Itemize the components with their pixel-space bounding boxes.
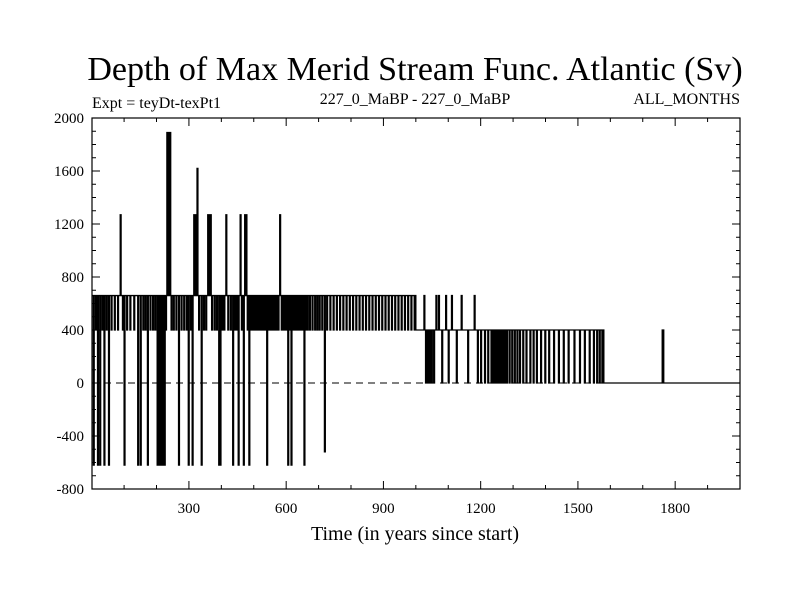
- x-tick-label: 900: [372, 501, 395, 517]
- x-tick-label: 1200: [466, 501, 496, 517]
- x-tick-label: 300: [178, 501, 201, 517]
- x-axis-label: Time (in years since start): [311, 523, 519, 545]
- y-tick-label: 2000: [54, 111, 84, 127]
- y-tick-label: 400: [62, 323, 85, 339]
- y-tick-label: 1600: [54, 164, 84, 180]
- y-tick-label: 800: [62, 270, 85, 286]
- x-tick-label: 1500: [563, 501, 593, 517]
- y-tick-label: 0: [77, 376, 85, 392]
- chart-title: Depth of Max Merid Stream Func. Atlantic…: [87, 51, 742, 88]
- period-label: 227_0_MaBP - 227_0_MaBP: [320, 91, 511, 108]
- y-tick-label: 1200: [54, 217, 84, 233]
- x-tick-label: 600: [275, 501, 298, 517]
- y-tick-label: -400: [57, 429, 85, 445]
- experiment-label: Expt = teyDt-texPt1: [92, 95, 221, 112]
- series-line: [92, 131, 740, 466]
- y-tick-label: -800: [57, 482, 85, 498]
- plot-area: -800 -400 0 400 800 1200 1600 2000 300 600 900 1200…: [54, 111, 741, 517]
- months-label: ALL_MONTHS: [633, 91, 740, 108]
- x-tick-label: 1800: [660, 501, 690, 517]
